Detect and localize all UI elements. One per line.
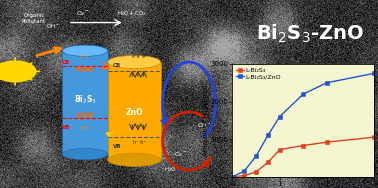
Text: O$_2$: O$_2$ <box>154 71 163 80</box>
Text: h⁺h⁺: h⁺h⁺ <box>79 126 91 131</box>
Text: VB: VB <box>113 144 121 149</box>
Text: e⁻e⁻e⁻: e⁻e⁻e⁻ <box>132 54 148 59</box>
Text: Bi$_2$S$_3$-ZnO: Bi$_2$S$_3$-ZnO <box>256 23 364 45</box>
L-Bi₂S₃ <box>266 161 270 164</box>
Text: VB: VB <box>62 125 70 130</box>
Ellipse shape <box>62 45 108 56</box>
Text: H$_2$O: H$_2$O <box>164 165 177 174</box>
Y-axis label: Amount of H₂ /μ mol: Amount of H₂ /μ mol <box>203 85 209 156</box>
L-Bi₂S₃ <box>325 141 329 143</box>
Text: OH$^\bullet$: OH$^\bullet$ <box>197 122 211 130</box>
L-Bi₂S₃/ZnO <box>242 170 246 172</box>
Bar <box>108 62 161 160</box>
Text: Organic
Pollutant: Organic Pollutant <box>22 13 46 24</box>
Text: ZnO: ZnO <box>125 108 143 117</box>
Circle shape <box>0 61 36 82</box>
L-Bi₂S₃/ZnO <box>325 82 329 84</box>
L-Bi₂S₃ <box>254 171 258 173</box>
L-Bi₂S₃/ZnO <box>230 176 235 178</box>
Ellipse shape <box>108 153 161 166</box>
L-Bi₂S₃/ZnO <box>301 93 305 95</box>
Text: O$_2$$^-$: O$_2$$^-$ <box>174 150 189 159</box>
Ellipse shape <box>108 55 161 69</box>
Text: O$_2$$^-$: O$_2$$^-$ <box>76 9 90 18</box>
Text: e⁻e⁻: e⁻e⁻ <box>79 54 91 59</box>
L-Bi₂S₃ <box>301 144 305 147</box>
L-Bi₂S₃ <box>277 149 282 151</box>
Text: H$_2$O+ CO$_2$: H$_2$O+ CO$_2$ <box>118 9 147 18</box>
Text: CB: CB <box>62 60 70 64</box>
Text: CB: CB <box>113 63 121 68</box>
L-Bi₂S₃/ZnO <box>372 72 376 74</box>
L-Bi₂S₃/ZnO <box>266 134 270 136</box>
Legend: L-Bi₂S₃, L-Bi₂S₃/ZnO: L-Bi₂S₃, L-Bi₂S₃/ZnO <box>235 67 282 80</box>
Ellipse shape <box>62 149 108 160</box>
L-Bi₂S₃ <box>242 174 246 177</box>
Line: L-Bi₂S₃: L-Bi₂S₃ <box>230 135 376 179</box>
Bar <box>62 51 108 154</box>
Line: L-Bi₂S₃/ZnO: L-Bi₂S₃/ZnO <box>230 71 376 179</box>
L-Bi₂S₃/ZnO <box>277 115 282 118</box>
Text: h⁺ h⁺: h⁺ h⁺ <box>133 140 146 145</box>
L-Bi₂S₃ <box>372 136 376 138</box>
L-Bi₂S₃ <box>230 176 235 178</box>
Text: Bi$_2$S$_3$: Bi$_2$S$_3$ <box>74 93 96 106</box>
Text: OH$^\bullet$: OH$^\bullet$ <box>46 23 59 31</box>
L-Bi₂S₃/ZnO <box>254 155 258 157</box>
